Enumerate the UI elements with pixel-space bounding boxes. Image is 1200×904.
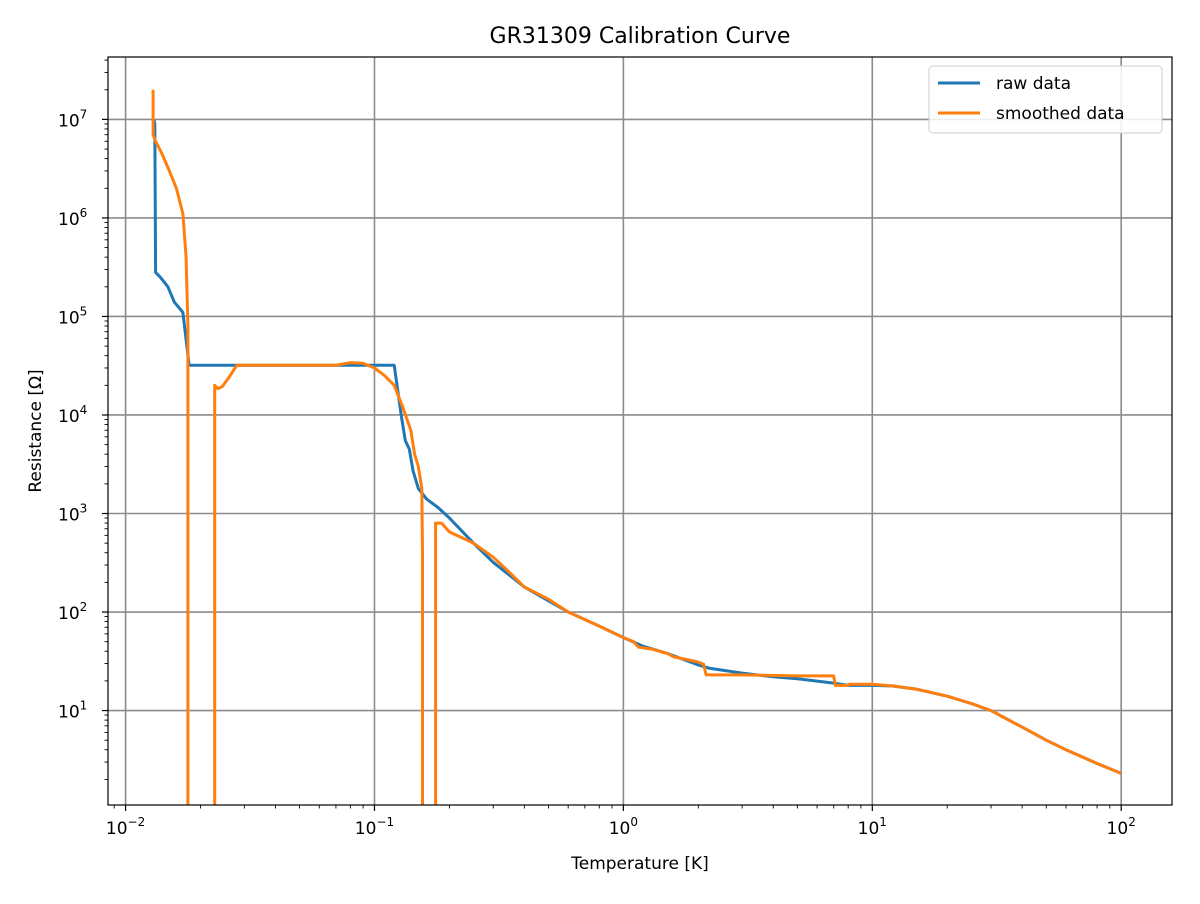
series-line-smoothed-data <box>151 89 1122 805</box>
legend: raw data smoothed data <box>928 65 1163 134</box>
series-layer <box>151 89 1122 805</box>
chart-title: GR31309 Calibration Curve <box>490 24 791 49</box>
y-axis-label: Resistance [Ω] <box>26 369 46 492</box>
x-axis-ticks: 10−2 10−1 100 101 102 <box>106 805 1136 839</box>
legend-box <box>928 65 1163 134</box>
plot-frame <box>107 56 1173 806</box>
grid <box>108 57 1172 805</box>
x-axis-label: Temperature [K] <box>570 854 709 874</box>
legend-label-raw-data: raw data <box>996 74 1071 94</box>
legend-label-smoothed-data: smoothed data <box>996 104 1125 124</box>
